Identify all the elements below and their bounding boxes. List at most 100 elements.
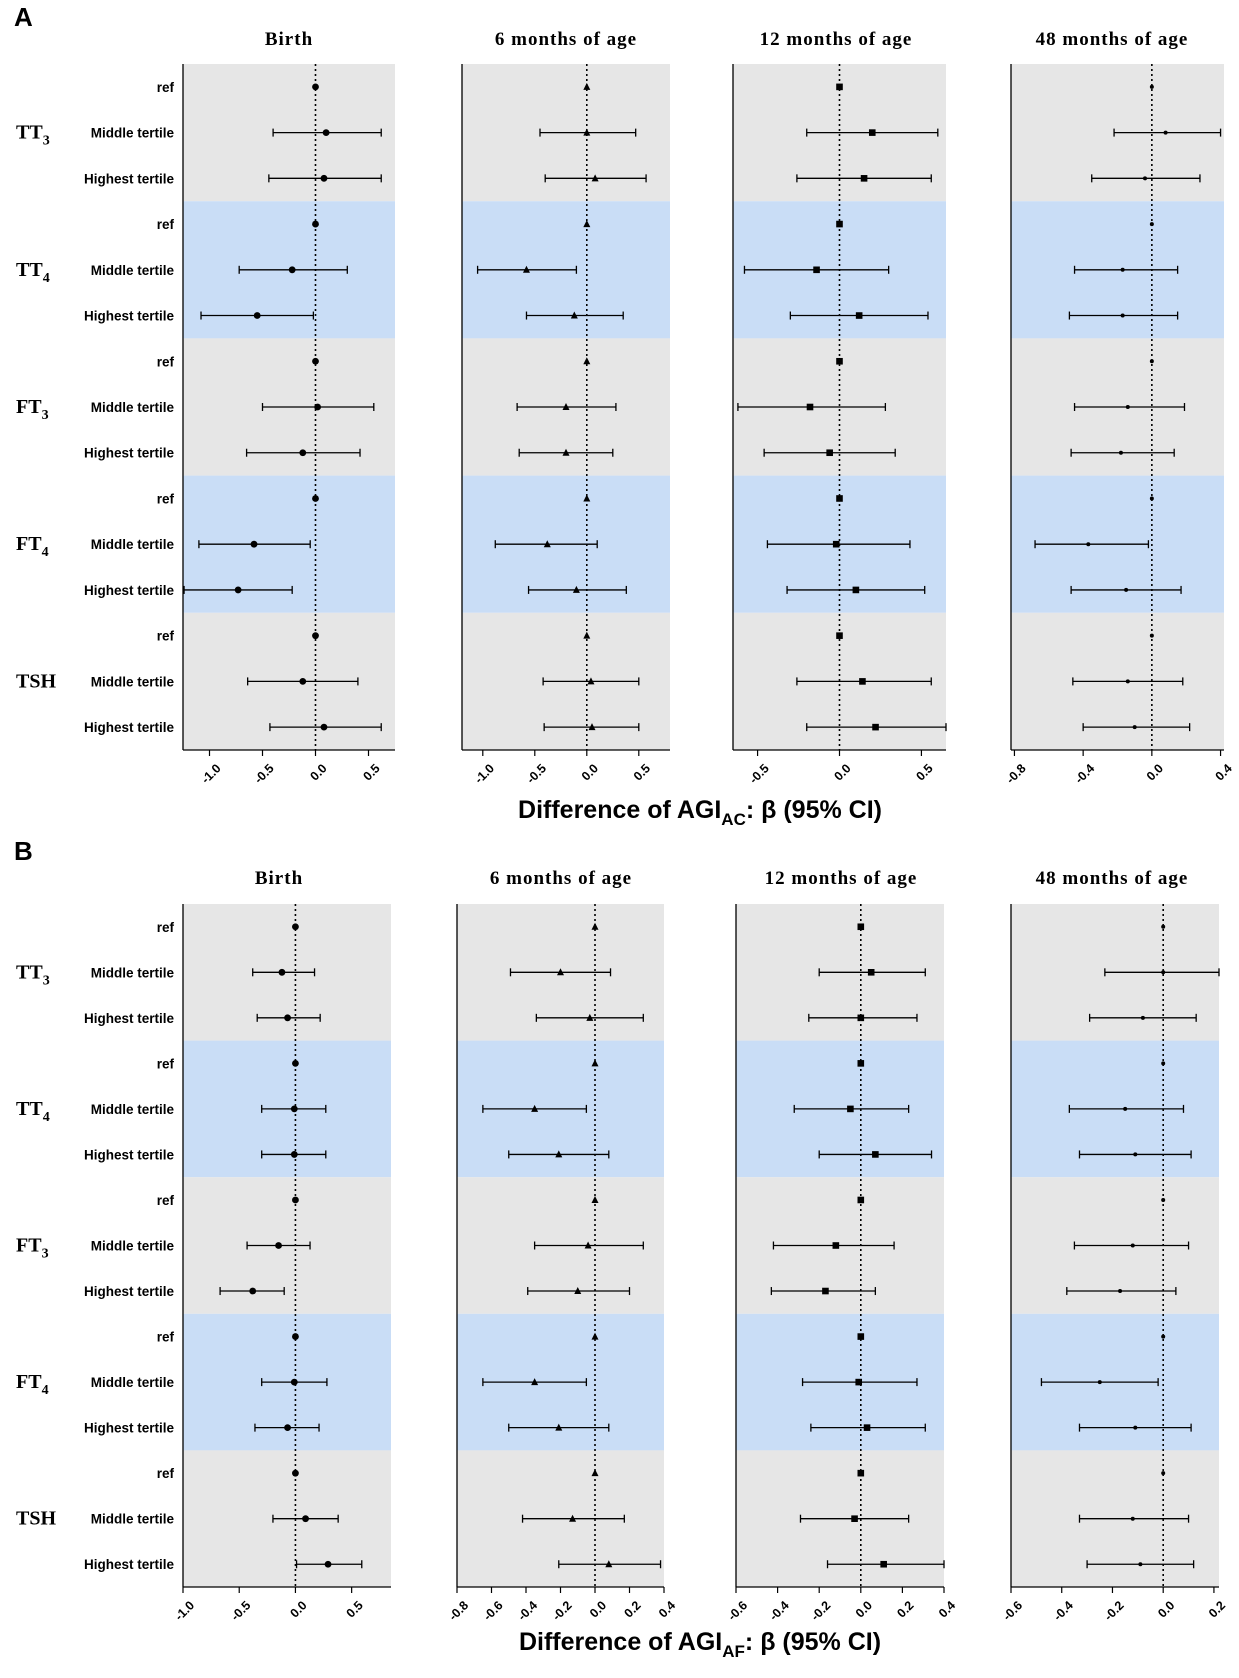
column-title: 48 months of age [1036, 29, 1189, 50]
point-estimate [836, 220, 843, 228]
row-label: ref [157, 1056, 175, 1071]
point-estimate [1123, 1106, 1128, 1111]
forest-column: 12 months of age -0.5 0.0 0.5 [732, 29, 947, 786]
row-label: Highest tertile [84, 1421, 175, 1436]
x-tick-label: 0.0 [853, 1598, 875, 1620]
point-estimate [570, 311, 578, 319]
forest-column: 6 months of age -1.0 -0.5 0.0 0.5 [461, 29, 670, 786]
point-estimate [1163, 130, 1168, 135]
x-tick-label: 0.2 [894, 1598, 916, 1620]
row-label: ref [157, 1330, 175, 1345]
x-axis-label-prefix: Difference of AGI [519, 1628, 722, 1656]
point-estimate [234, 586, 242, 594]
point-estimate [284, 1014, 291, 1022]
point-estimate [857, 1196, 865, 1204]
point-estimate [591, 1059, 599, 1067]
point-estimate [857, 1014, 865, 1022]
point-estimate [1161, 970, 1166, 975]
row-label: Highest tertile [84, 171, 175, 186]
point-estimate [1149, 496, 1154, 501]
x-tick-label: -0.5 [228, 1598, 253, 1623]
row-label: Middle tertile [91, 537, 175, 552]
point-estimate [1086, 542, 1091, 547]
group-label: TT3 [16, 122, 50, 149]
column-title: 6 months of age [495, 29, 637, 50]
x-tick-label: 0.2 [621, 1598, 643, 1620]
point-estimate [847, 1105, 854, 1113]
point-estimate [583, 357, 591, 365]
x-tick-label: 0.0 [1144, 761, 1166, 783]
point-estimate [320, 174, 328, 182]
point-estimate [1097, 1380, 1102, 1385]
row-label: ref [157, 1193, 175, 1208]
point-estimate [836, 83, 843, 91]
point-estimate [851, 1515, 858, 1522]
forest-column: 48 months of age -0.8 -0.4 0.0 0.4 [1003, 29, 1234, 786]
point-estimate [1149, 84, 1154, 89]
point-estimate [591, 1332, 599, 1340]
x-axis-label-suffix: : β (95% CI) [746, 796, 882, 824]
point-estimate [531, 1378, 539, 1386]
row-label: Highest tertile [84, 1284, 175, 1299]
point-estimate [1149, 222, 1154, 227]
point-estimate [1120, 267, 1125, 272]
row-label: Middle tertile [91, 263, 175, 278]
group-label-base: TT [16, 1098, 43, 1120]
x-axis-label-sub: AC [721, 810, 746, 829]
row-label: Middle tertile [91, 1512, 175, 1527]
point-estimate [569, 1514, 577, 1522]
x-tick-label: -0.5 [524, 761, 549, 786]
x-tick-label: 0.4 [1213, 761, 1235, 783]
row-label: ref [157, 80, 175, 95]
point-estimate [857, 1333, 865, 1340]
point-estimate [312, 357, 319, 365]
point-estimate [522, 265, 530, 273]
point-estimate [292, 1469, 299, 1477]
x-axis-label: Difference of AGIAC: β (95% CI) [518, 796, 882, 829]
point-estimate [278, 968, 286, 976]
x-tick-label: -1.0 [472, 761, 497, 786]
point-estimate [555, 1150, 563, 1158]
row-label: Highest tertile [84, 1557, 175, 1572]
group-label-sub: 3 [43, 973, 50, 988]
point-estimate [822, 1287, 829, 1295]
x-tick-label: -0.4 [767, 1598, 792, 1623]
row-label: Highest tertile [84, 309, 175, 324]
row-label: Highest tertile [84, 720, 175, 735]
group-label-base: FT [16, 1235, 42, 1257]
x-tick-label: -0.2 [550, 1598, 575, 1623]
x-tick-label: -0.8 [1003, 761, 1028, 786]
row-label: Middle tertile [91, 1239, 175, 1254]
group-label: TT4 [16, 259, 50, 286]
point-estimate [322, 129, 330, 137]
x-tick-label: 0.4 [656, 1598, 678, 1620]
point-estimate [312, 495, 319, 502]
group-label-base: TSH [16, 670, 56, 692]
x-tick-label: 0.2 [1206, 1598, 1228, 1620]
row-label: Middle tertile [91, 674, 175, 689]
group-label-base: FT [16, 1371, 42, 1393]
group-label-base: FT [16, 533, 42, 555]
point-estimate [292, 1059, 299, 1067]
row-label: Middle tertile [91, 1102, 175, 1117]
x-tick-label: -0.5 [747, 761, 772, 786]
column-title: 6 months of age [490, 868, 632, 889]
point-estimate [1118, 450, 1123, 455]
x-tick-label: -0.2 [808, 1598, 833, 1623]
x-tick-label: -0.8 [446, 1598, 471, 1623]
point-estimate [531, 1104, 539, 1112]
group-label-sub: 4 [43, 1110, 50, 1125]
row-label: ref [157, 1466, 175, 1481]
row-label: ref [157, 217, 175, 232]
x-axis-label-prefix: Difference of AGI [518, 796, 721, 824]
point-estimate [855, 1378, 863, 1386]
point-estimate [1124, 587, 1129, 592]
point-estimate [591, 174, 599, 182]
point-estimate [1161, 924, 1166, 929]
group-label-sub: 3 [43, 134, 50, 149]
x-tick-label: 0.0 [1155, 1598, 1177, 1620]
row-label: Highest tertile [84, 446, 175, 461]
point-estimate [253, 312, 261, 319]
